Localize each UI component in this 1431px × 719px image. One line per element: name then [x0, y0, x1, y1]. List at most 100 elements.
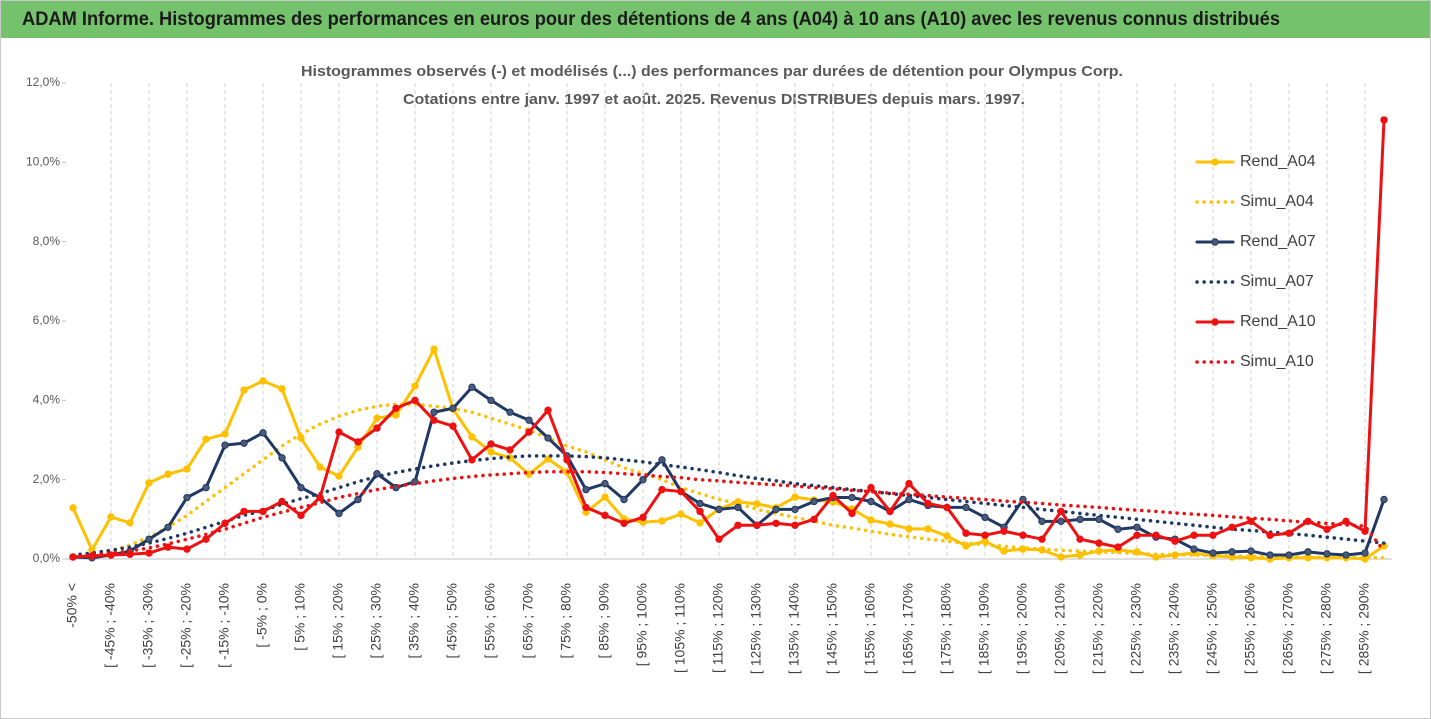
series-marker — [1247, 517, 1255, 526]
series-marker — [202, 535, 210, 543]
series-marker — [1304, 548, 1312, 556]
series-marker — [1076, 515, 1084, 524]
series-marker — [696, 499, 704, 508]
y-tick-label: 10,0% — [26, 155, 60, 169]
series-marker — [1152, 531, 1160, 539]
series-marker — [145, 535, 153, 543]
series-marker — [430, 408, 438, 416]
series-marker — [1209, 531, 1217, 539]
series-marker — [867, 516, 875, 524]
series-marker — [525, 428, 533, 436]
series-marker — [69, 504, 77, 512]
x-tick-label: [ -5% ; 0% — [254, 583, 270, 648]
series-marker — [658, 456, 666, 464]
legend-marker — [1211, 238, 1219, 246]
series-marker — [810, 497, 818, 506]
series-marker — [1266, 551, 1274, 559]
x-tick-label: [ 285% ; 290% — [1356, 583, 1372, 674]
series-marker — [1247, 547, 1255, 555]
series-marker — [430, 345, 438, 353]
series-marker — [1361, 549, 1369, 557]
series-marker — [183, 545, 191, 553]
series-marker — [164, 523, 172, 531]
series-marker — [164, 543, 172, 551]
series-marker — [316, 463, 324, 471]
series-marker — [601, 479, 609, 488]
x-tick-label: [ 95% ; 100% — [634, 583, 650, 666]
series-marker — [316, 493, 324, 502]
series-marker — [924, 525, 932, 533]
series-marker — [202, 483, 210, 492]
series-marker — [1076, 535, 1084, 543]
series-marker — [1323, 525, 1331, 533]
series-marker — [449, 404, 457, 412]
series-marker — [658, 485, 666, 494]
series-marker — [506, 446, 514, 454]
series-marker — [886, 520, 894, 528]
series-marker — [582, 503, 590, 512]
series-marker — [696, 507, 704, 516]
legend-marker — [1211, 318, 1219, 326]
x-tick-label: [ 5% ; 10% — [292, 583, 308, 651]
x-tick-label: [ -25% ; -20% — [178, 583, 194, 668]
x-tick-label: [ 275% ; 280% — [1318, 583, 1334, 674]
series-marker — [867, 483, 875, 492]
series-line — [71, 454, 1386, 557]
series-marker — [297, 511, 305, 520]
y-tick-label: 12,0% — [26, 75, 60, 89]
series-marker — [1342, 517, 1350, 526]
series-marker — [734, 503, 742, 512]
series-marker — [601, 493, 609, 501]
y-tick-label: 4,0% — [33, 393, 61, 407]
series-marker — [639, 513, 647, 522]
series-marker — [259, 507, 267, 516]
x-tick-label: [ 255% ; 260% — [1242, 583, 1258, 674]
series-marker — [1190, 531, 1198, 539]
series-marker — [145, 549, 153, 557]
series-line — [71, 347, 1386, 561]
series-marker — [943, 503, 951, 512]
series-marker — [658, 517, 666, 525]
series-marker — [1266, 531, 1274, 539]
series-marker — [810, 515, 818, 524]
series-marker — [886, 507, 894, 516]
x-tick-label: [ 205% ; 210% — [1052, 583, 1068, 674]
series-marker — [677, 510, 685, 518]
chart-title: Histogrammes observés (-) et modélisés (… — [301, 63, 1123, 80]
series-marker — [1285, 529, 1293, 537]
series-marker — [240, 386, 248, 394]
x-tick-label: [ 55% ; 60% — [482, 583, 498, 659]
series-marker — [240, 507, 248, 516]
legend-label: Rend_A10 — [1240, 313, 1316, 330]
series-marker — [1133, 531, 1141, 539]
x-tick-label: [ 125% ; 130% — [748, 583, 764, 674]
x-tick-label: [ 85% ; 90% — [596, 583, 612, 659]
series-marker — [905, 479, 913, 488]
series-marker — [354, 438, 362, 446]
x-tick-label: [ -45% ; -40% — [102, 583, 118, 668]
series-marker — [582, 485, 590, 494]
series-marker — [620, 519, 628, 527]
series-marker — [905, 525, 913, 533]
series-marker — [183, 465, 191, 473]
x-tick-label: -50% < — [64, 583, 80, 628]
x-tick-label: [ 15% ; 20% — [330, 583, 346, 659]
legend-label: Simu_A04 — [1240, 193, 1314, 210]
series-marker — [544, 455, 552, 463]
series-marker — [1095, 539, 1103, 547]
series-marker — [639, 475, 647, 484]
series-marker — [487, 396, 495, 405]
x-tick-label: [ 235% ; 240% — [1166, 583, 1182, 674]
x-tick-label: [ 65% ; 70% — [520, 583, 536, 659]
series-marker — [734, 521, 742, 529]
series-marker — [468, 433, 476, 441]
series-marker — [1285, 551, 1293, 559]
series-marker — [753, 521, 761, 529]
series-marker — [278, 497, 286, 506]
series-marker — [981, 531, 989, 539]
series-marker — [753, 500, 761, 508]
chart-subtitle: Cotations entre janv. 1997 et août. 2025… — [403, 91, 1025, 108]
series-marker — [487, 440, 495, 448]
x-tick-label: [ 135% ; 140% — [786, 583, 802, 674]
